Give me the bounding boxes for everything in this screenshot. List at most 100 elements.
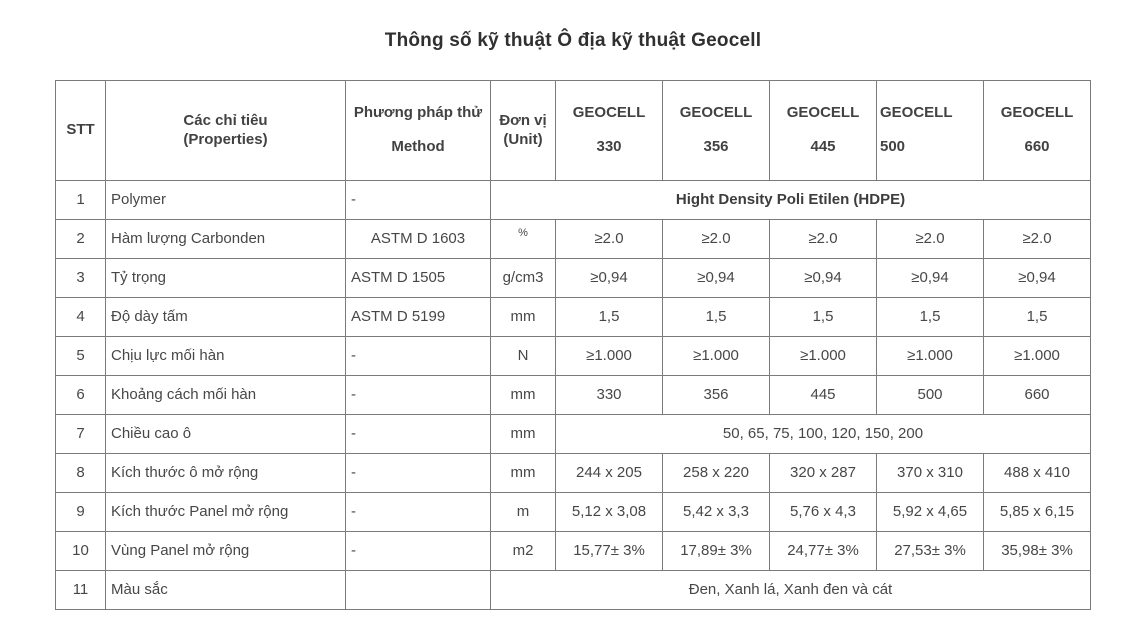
table-row: 10 Vùng Panel mở rộng - m2 15,77± 3% 17,89± 3… [55, 531, 1091, 571]
header-line: 330 [596, 138, 622, 155]
header-line: GEOCELL [1000, 104, 1074, 122]
table-cell: 330 [555, 375, 663, 415]
table-cell: 1 [55, 180, 106, 220]
header-line: GEOCELL [679, 104, 753, 122]
header-line: 660 [1024, 138, 1050, 155]
table-cell: g/cm3 [490, 258, 556, 298]
geocell-spec-table: STT Các chỉ tiêu (Properties) Phương pháp t… [55, 80, 1091, 610]
table-row: 2 Hàm lượng Carbonden ASTM D 1603% ≥2.0 ≥2.0… [55, 219, 1091, 259]
header-line: Các chỉ tiêu [183, 111, 268, 129]
header-line: 500 [880, 138, 906, 155]
table-cell: 35,98± 3% [983, 531, 1091, 571]
table-cell: 1,5 [983, 297, 1091, 337]
table-cell: 370 x 310 [876, 453, 984, 493]
table-cell: mm [490, 375, 556, 415]
table-cell: 27,53± 3% [876, 531, 984, 571]
header-cell-geocell-445: GEOCELL 445 [769, 80, 877, 181]
page-title: Thông số kỹ thuật Ô địa kỹ thuật Geocell [384, 30, 762, 51]
table-row: 5 Chịu lực mối hàn - N ≥1.000 ≥1.000 ≥1.000 ≥1.… [55, 336, 1091, 376]
header-line: GEOCELL [786, 104, 860, 122]
table-cell: 7 [55, 414, 106, 454]
table-cell: - [345, 531, 491, 571]
table-cell: 24,77± 3% [769, 531, 877, 571]
table-cell: ≥1.000 [983, 336, 1091, 376]
table-cell: 1,5 [662, 297, 770, 337]
header-line: STT [66, 121, 95, 139]
header-cell-properties: Các chỉ tiêu (Properties) [105, 80, 346, 181]
table-cell: 4 [55, 297, 106, 337]
table-row: 7 Chiều cao ô - mm 50, 65, 75, 100, 120, 150… [55, 414, 1091, 454]
table-cell: 1,5 [769, 297, 877, 337]
table-cell: 488 x 410 [983, 453, 1091, 493]
table-row: 11 Màu sắc Đen, Xanh lá, Xanh đen và cát [55, 570, 1091, 610]
table-cell: ≥2.0 [983, 219, 1091, 259]
table-row: 8 Kích thước ô mở rộng - mm 244 x 205 258 x 2… [55, 453, 1091, 493]
header-cell-stt: STT [55, 80, 106, 181]
header-line: GEOCELL [572, 104, 646, 122]
table-cell: mm [490, 297, 556, 337]
table-cell: ASTM D 1505 [345, 258, 491, 298]
header-line: 445 [810, 138, 836, 155]
table-cell: Tỷ trọng [105, 258, 346, 298]
table-cell: m2 [490, 531, 556, 571]
table-cell: 6 [55, 375, 106, 415]
table-cell: 500 [876, 375, 984, 415]
table-cell: ≥2.0 [662, 219, 770, 259]
table-row: 1 Polymer - Hight Density Poli Etilen (HDPE… [55, 180, 1091, 220]
table-row: 4 Độ dày tấm ASTM D 5199 mm 1,5 1,5 1,5 1,5 1,5 [55, 297, 1091, 337]
table-cell: Hàm lượng Carbonden [105, 219, 346, 259]
table-cell: ≥0,94 [662, 258, 770, 298]
table-cell: Khoảng cách mối hàn [105, 375, 346, 415]
table-cell: ≥0,94 [983, 258, 1091, 298]
table-cell: - [345, 336, 491, 376]
table-cell: Polymer [105, 180, 346, 220]
table-cell: Chiều cao ô [105, 414, 346, 454]
table-cell: 15,77± 3% [555, 531, 663, 571]
header-cell-geocell-500: GEOCELL 500 [876, 80, 984, 181]
table-cell: 3 [55, 258, 106, 298]
header-line: GEOCELL [880, 104, 953, 122]
table-cell: - [345, 375, 491, 415]
table-cell: 320 x 287 [769, 453, 877, 493]
table-cell: - [345, 453, 491, 493]
table-cell: ≥0,94 [769, 258, 877, 298]
header-row: STT Các chỉ tiêu (Properties) Phương pháp t… [55, 80, 1091, 181]
table-cell: Hight Density Poli Etilen (HDPE) [490, 180, 1091, 220]
table-cell: ASTM D 5199 [345, 297, 491, 337]
table-cell: 5,12 x 3,08 [555, 492, 663, 532]
table-cell: Kích thước ô mở rộng [105, 453, 346, 493]
table-header: STT Các chỉ tiêu (Properties) Phương pháp t… [55, 80, 1091, 181]
header-cell-geocell-330: GEOCELL 330 [555, 80, 663, 181]
table-cell: 9 [55, 492, 106, 532]
table-cell: Đen, Xanh lá, Xanh đen và cát [490, 570, 1091, 610]
header-line: (Properties) [183, 130, 268, 148]
table-cell: Độ dày tấm [105, 297, 346, 337]
header-line: Phương pháp thử [353, 104, 483, 122]
unit-text: % [518, 227, 528, 240]
table-cell: 10 [55, 531, 106, 571]
header-line: Method [391, 138, 445, 155]
table-cell: 5,76 x 4,3 [769, 492, 877, 532]
table-cell: ≥2.0 [769, 219, 877, 259]
table-cell [345, 570, 491, 610]
header-cell-geocell-356: GEOCELL 356 [662, 80, 770, 181]
table-cell: 11 [55, 570, 106, 610]
table-body: 1 Polymer - Hight Density Poli Etilen (HDPE… [55, 180, 1091, 610]
table-cell: 244 x 205 [555, 453, 663, 493]
header-line: 356 [703, 138, 729, 155]
header-line: Đơn vị [499, 111, 547, 129]
table-cell: m [490, 492, 556, 532]
table-cell: 5,92 x 4,65 [876, 492, 984, 532]
table-cell: mm [490, 414, 556, 454]
table-cell: 1,5 [876, 297, 984, 337]
table-cell: 1,5 [555, 297, 663, 337]
table-cell: 660 [983, 375, 1091, 415]
table-cell: ASTM D 1603 [345, 219, 491, 259]
table-cell: 356 [662, 375, 770, 415]
table-cell: 5,85 x 6,15 [983, 492, 1091, 532]
table-row: 6 Khoảng cách mối hàn - mm 330 356 445 500 660 [55, 375, 1091, 415]
table-row: 3 Tỷ trọng ASTM D 1505 g/cm3 ≥0,94 ≥0,94 ≥0,94… [55, 258, 1091, 298]
header-cell-geocell-660: GEOCELL 660 [983, 80, 1091, 181]
table-cell: ≥2.0 [876, 219, 984, 259]
